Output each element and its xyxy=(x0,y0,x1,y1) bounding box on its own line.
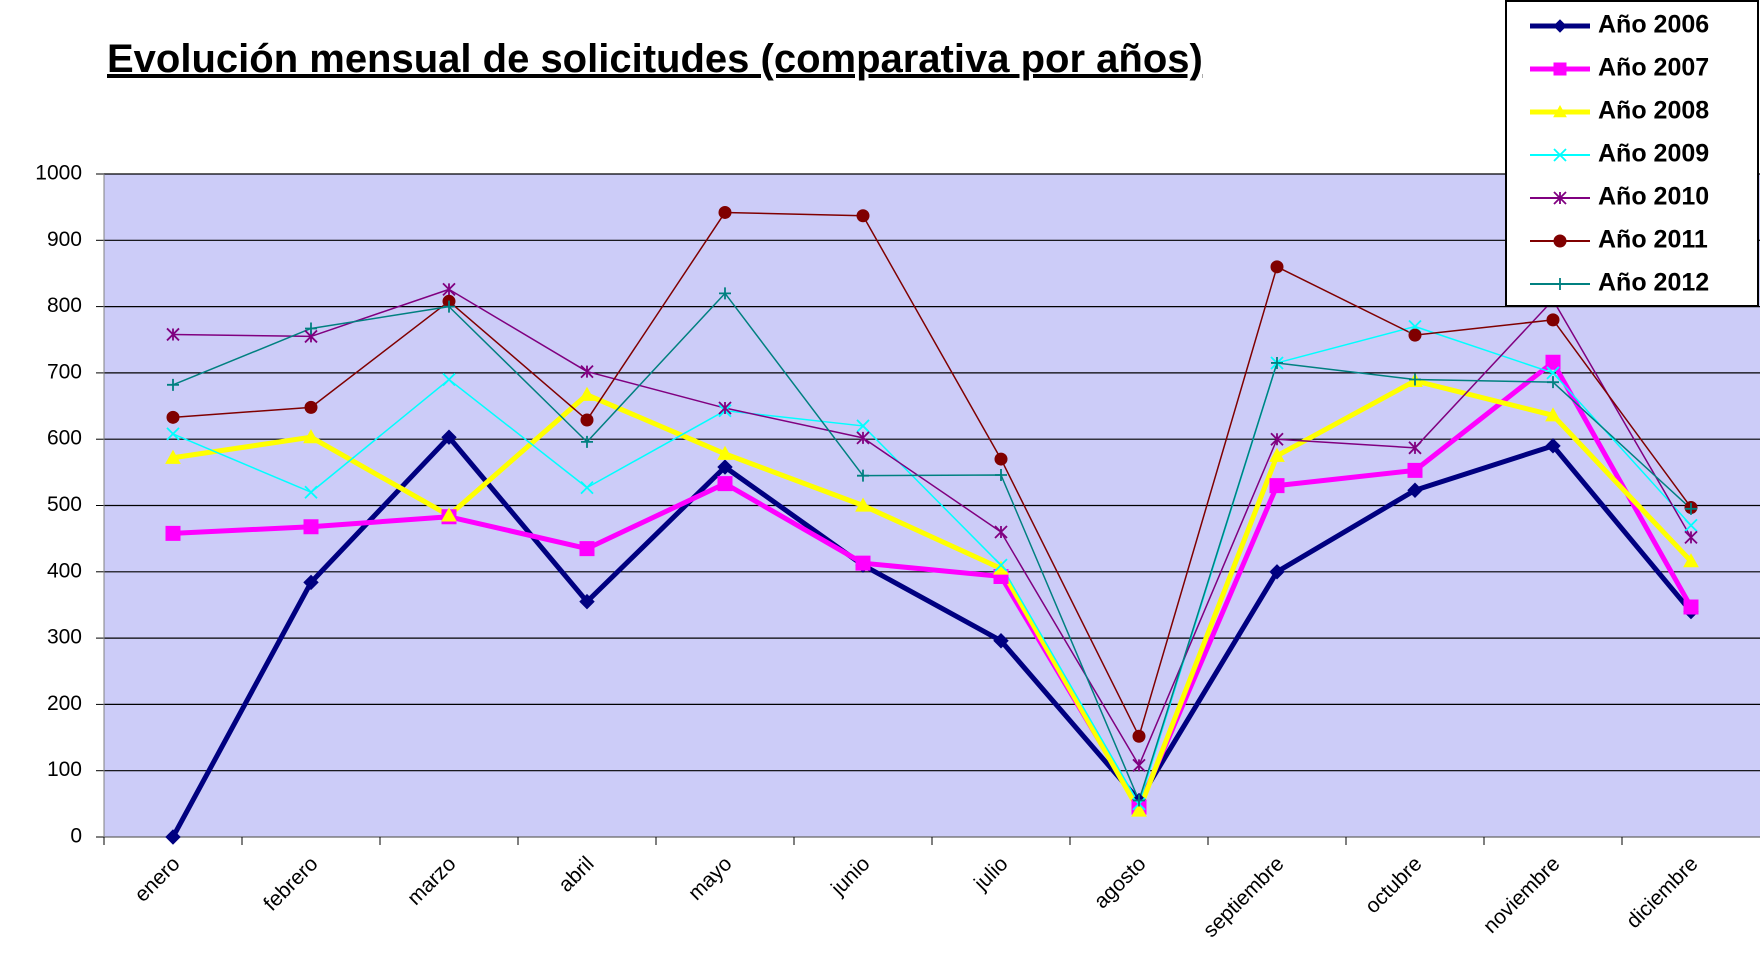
legend-label: Año 2006 xyxy=(1598,11,1709,39)
marker xyxy=(719,206,731,218)
x-tick-label: enero xyxy=(130,852,184,906)
legend-label: Año 2009 xyxy=(1598,140,1709,168)
legend-label: Año 2010 xyxy=(1598,183,1709,211)
x-tick-label: marzo xyxy=(403,852,461,910)
x-tick-label: diciembre xyxy=(1622,852,1703,933)
x-tick-label: mayo xyxy=(684,852,737,905)
y-tick-label: 700 xyxy=(47,360,82,383)
marker xyxy=(581,414,593,426)
marker xyxy=(1133,730,1145,742)
marker xyxy=(166,526,180,540)
marker xyxy=(1684,600,1698,614)
legend-label: Año 2012 xyxy=(1598,269,1709,297)
y-tick-label: 500 xyxy=(47,493,82,516)
y-tick-label: 900 xyxy=(47,228,82,251)
marker xyxy=(580,542,594,556)
marker xyxy=(1547,314,1559,326)
legend-label: Año 2007 xyxy=(1598,54,1709,82)
marker xyxy=(718,477,732,491)
marker xyxy=(1270,479,1284,493)
marker xyxy=(167,411,179,423)
marker xyxy=(1271,261,1283,273)
y-tick-label: 100 xyxy=(47,758,82,781)
y-tick-label: 600 xyxy=(47,427,82,450)
x-tick-label: febrero xyxy=(259,852,322,915)
marker xyxy=(995,453,1007,465)
legend-label: Año 2011 xyxy=(1598,226,1708,254)
y-tick-label: 200 xyxy=(47,692,82,715)
x-tick-label: agosto xyxy=(1090,852,1151,913)
marker xyxy=(304,520,318,534)
chart-title: Evolución mensual de solicitudes (compar… xyxy=(107,37,1203,81)
x-tick-label: noviembre xyxy=(1479,852,1565,938)
x-tick-label: octubre xyxy=(1361,852,1427,918)
chart: Evolución mensual de solicitudes (compar… xyxy=(0,0,1760,977)
marker xyxy=(1554,63,1566,75)
marker xyxy=(856,556,870,570)
marker xyxy=(1554,235,1566,247)
marker xyxy=(857,210,869,222)
y-tick-label: 1000 xyxy=(35,162,82,185)
x-tick-label: junio xyxy=(826,852,874,900)
x-tick-label: septiembre xyxy=(1199,852,1289,942)
marker xyxy=(305,401,317,413)
y-tick-label: 800 xyxy=(47,294,82,317)
marker xyxy=(1408,463,1422,477)
marker xyxy=(1409,329,1421,341)
x-tick-label: julio xyxy=(969,852,1012,895)
page: Evolución mensual de solicitudes (compar… xyxy=(0,0,1760,977)
x-tick-label: abril xyxy=(554,852,598,896)
y-tick-label: 300 xyxy=(47,626,82,649)
y-tick-label: 400 xyxy=(47,559,82,582)
legend-label: Año 2008 xyxy=(1598,97,1709,125)
y-tick-label: 0 xyxy=(70,825,82,848)
